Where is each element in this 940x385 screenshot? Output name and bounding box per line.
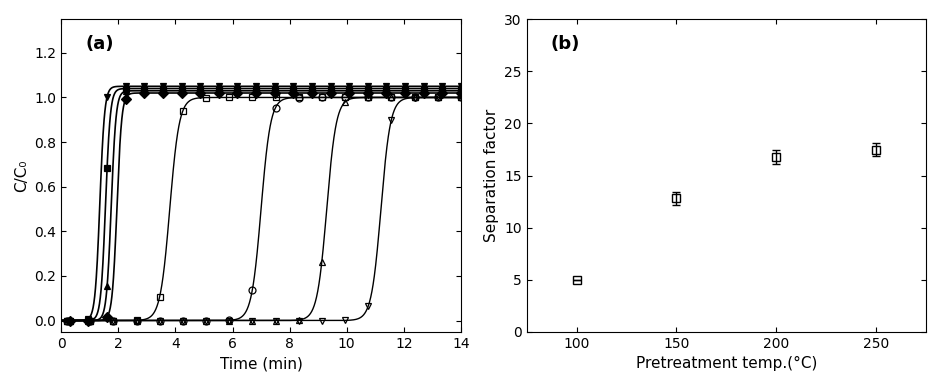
X-axis label: Pretreatment temp.(°C): Pretreatment temp.(°C) [635,356,817,371]
Y-axis label: C/C₀: C/C₀ [14,159,29,192]
Text: (b): (b) [551,35,580,53]
X-axis label: Time (min): Time (min) [220,356,303,371]
Y-axis label: Separation factor: Separation factor [483,109,498,242]
Text: (a): (a) [86,35,114,53]
